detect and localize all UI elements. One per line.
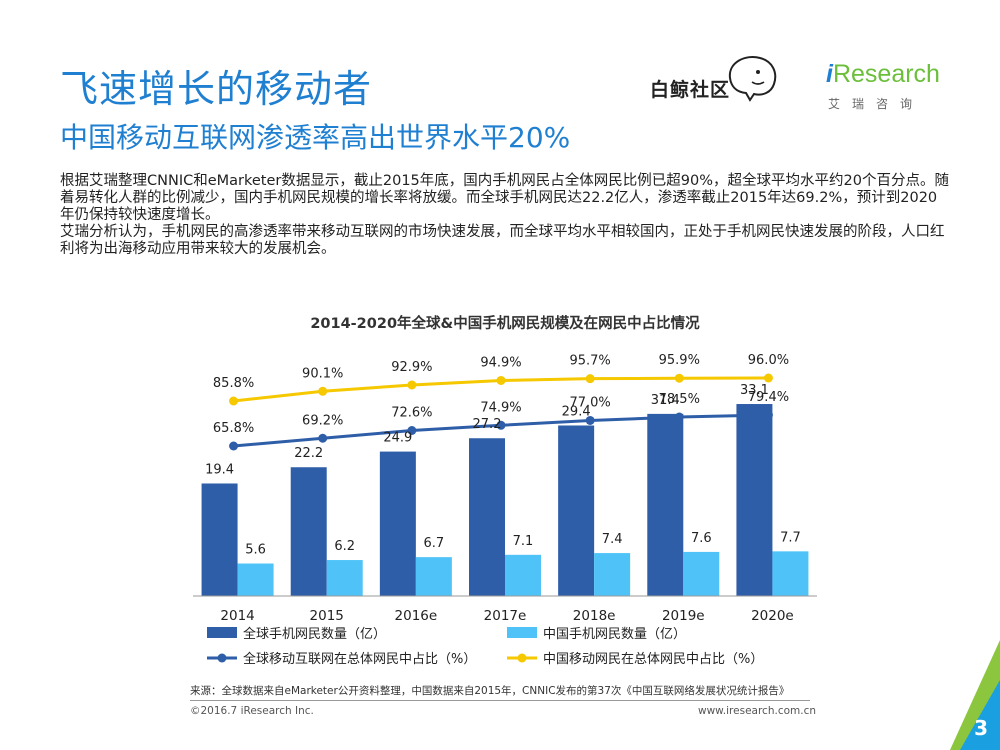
legend-label: 全球手机网民数量（亿）: [243, 626, 386, 642]
page-title: 飞速增长的移动者: [60, 67, 373, 111]
bar-global-2015: [290, 467, 327, 596]
x-tick-label: 2016e: [395, 608, 438, 624]
body-paragraph-2: 艾瑞分析认为，手机网民的高渗透率带来移动互联网的市场快速发展，而全球平均水平相较…: [60, 224, 945, 257]
corner-decoration: [950, 640, 1000, 750]
body-paragraph-1: 根据艾瑞整理CNNIC和eMarketer数据显示，截止2015年底，国内手机网…: [60, 173, 949, 223]
line-label: 90.1%: [302, 366, 343, 381]
page-number: 3: [974, 716, 988, 740]
bar-global-2014: [201, 483, 238, 596]
line-point-china: [407, 380, 417, 390]
line-point-china: [229, 396, 239, 406]
line-label: 72.6%: [391, 406, 432, 421]
line-label: 95.9%: [659, 353, 700, 368]
bar-label: 5.6: [245, 543, 266, 558]
source-note: 来源：全球数据来自eMarketer公开资料整理，中国数据来自2015年，CNN…: [190, 685, 790, 697]
bar-china-2019e: [683, 551, 720, 596]
bar-global-2016e: [379, 451, 416, 596]
chart-container: 2014-2020年全球&中国手机网民规模及在网民中占比情况 19.4 22.2 2…: [185, 300, 825, 690]
bar-label: 7.7: [780, 530, 801, 545]
bar-global-2019e: [647, 413, 684, 596]
line-label: 77.0%: [569, 395, 610, 410]
line-label: 74.9%: [480, 400, 521, 415]
legend-label: 全球移动互联网在总体网民中占比（%）: [243, 651, 476, 667]
bar-label: 7.1: [513, 534, 534, 549]
legend-swatch: [207, 627, 237, 638]
footer-divider: [190, 700, 810, 701]
line-point-global: [585, 415, 595, 425]
bar-label: 6.2: [334, 539, 355, 554]
line-point-global: [407, 426, 417, 435]
line-point-global: [229, 441, 239, 451]
bar-china-2017e: [505, 554, 541, 596]
line-point-china: [318, 386, 328, 396]
bar-china-2020e: [772, 551, 809, 596]
line-point-china: [585, 374, 595, 384]
bar-global-2017e: [469, 438, 505, 596]
line-point-china: [763, 373, 773, 383]
legend-swatch: [507, 627, 537, 638]
line-point-global: [318, 433, 328, 443]
chart-title: 2014-2020年全球&中国手机网民规模及在网民中占比情况: [310, 314, 700, 332]
line-point-global: [763, 410, 773, 420]
line-label: 85.8%: [213, 376, 254, 391]
combo-chart: 2014-2020年全球&中国手机网民规模及在网民中占比情况 19.4 22.2 2…: [193, 314, 817, 667]
line-label: 96.0%: [748, 353, 789, 368]
x-tick-label: 2019e: [662, 608, 705, 624]
iresearch-logo: iResearch 艾瑞咨询: [826, 60, 956, 120]
legend-swatch-dot: [217, 653, 227, 663]
body-text: 根据艾瑞整理CNNIC和eMarketer数据显示，截止2015年底，国内手机网…: [60, 173, 950, 258]
legend-label: 中国移动网民在总体网民中占比（%）: [543, 652, 763, 667]
iresearch-logo-cn: 艾瑞咨询: [828, 97, 925, 111]
website-url: www.iresearch.com.cn: [698, 705, 817, 717]
x-tick-label: 2020e: [751, 608, 794, 624]
legend-swatch-dot: [517, 653, 527, 663]
line-label: 92.9%: [391, 360, 432, 375]
line-point-china: [674, 373, 684, 383]
x-tick-label: 2014: [220, 608, 254, 624]
line-label: 79.4%: [748, 390, 789, 405]
x-tick-label: 2015: [310, 608, 344, 624]
bar-label: 33.1: [740, 383, 769, 398]
x-tick-label: 2018e: [573, 608, 616, 624]
page-subtitle: 中国移动互联网渗透率高出世界水平20%: [60, 121, 571, 154]
line-label: 78.5%: [659, 392, 700, 407]
x-tick-label: 2017e: [484, 608, 527, 624]
copyright: ©2016.7 iResearch Inc.: [190, 705, 314, 717]
line-label: 65.8%: [213, 421, 254, 436]
line-label: 94.9%: [480, 355, 521, 370]
bar-china-2014: [237, 563, 274, 596]
bar-label: 6.7: [424, 536, 445, 551]
bar-global-2018e: [558, 425, 595, 596]
bar-label: 31.4: [651, 393, 680, 408]
line-point-global: [496, 420, 506, 430]
bar-china-2018e: [594, 553, 631, 596]
line-point-china: [496, 375, 506, 385]
iresearch-logo-brand: iResearch: [826, 60, 940, 88]
bar-label: 24.9: [383, 431, 412, 446]
baijing-logo-text: 白鲸社区: [650, 79, 731, 101]
whale-icon: [728, 56, 777, 102]
bar-label: 27.2: [473, 417, 502, 432]
bar-label: 22.2: [294, 446, 323, 461]
bar-label: 19.4: [205, 462, 234, 477]
bar-label: 7.6: [691, 531, 712, 546]
legend-label: 中国手机网民数量（亿）: [543, 627, 686, 642]
bar-china-2015: [326, 560, 363, 596]
bar-label: 29.4: [562, 404, 591, 419]
bar-global-2020e: [736, 404, 773, 596]
line-label: 95.7%: [569, 354, 610, 369]
bar-label: 7.4: [602, 532, 623, 547]
line-label: 69.2%: [302, 413, 343, 428]
baijing-logo: 白鲸社区: [650, 48, 777, 108]
line-point-global: [674, 412, 684, 422]
bar-china-2016e: [415, 557, 452, 596]
